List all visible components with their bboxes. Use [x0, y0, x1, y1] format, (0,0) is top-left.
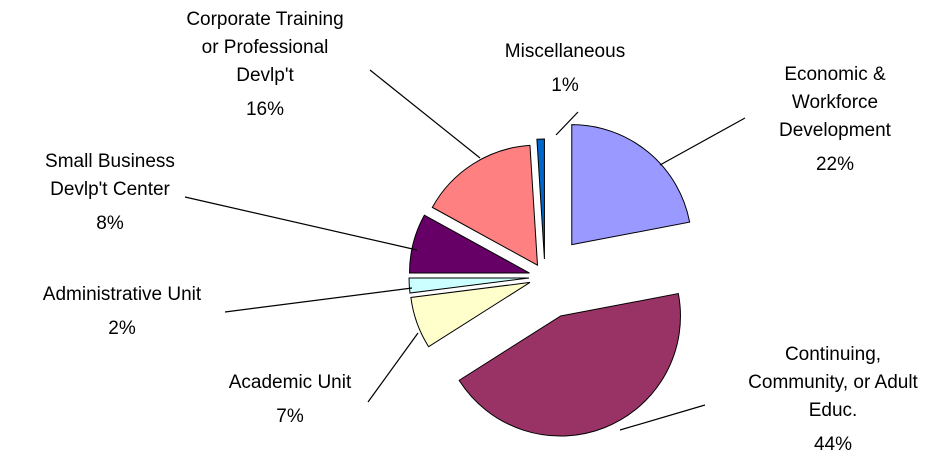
value-label: 22%	[816, 154, 854, 175]
pie-slice	[409, 214, 530, 274]
pie-slice	[536, 138, 545, 260]
slice-label: Devlp't	[236, 65, 294, 86]
slice-label: Educ.	[809, 400, 858, 421]
slice-label: or Professional	[202, 37, 329, 58]
value-label: 7%	[276, 406, 304, 427]
slice-label: Continuing,	[785, 344, 881, 365]
value-label: 1%	[551, 75, 579, 96]
slice-label: Administrative Unit	[43, 284, 202, 305]
slice-label: Community, or Adult	[748, 372, 918, 393]
slice-label: Miscellaneous	[505, 41, 625, 62]
leader-line	[184, 196, 418, 251]
slice-label: Academic Unit	[229, 372, 352, 393]
slice-label: Workforce	[792, 92, 878, 113]
slice-label: Corporate Training	[186, 9, 343, 30]
leader-line	[659, 117, 746, 166]
pie-slice	[431, 144, 539, 267]
leader-line	[555, 111, 579, 136]
leader-line	[367, 332, 419, 403]
value-label: 16%	[246, 99, 284, 120]
value-label: 8%	[96, 213, 124, 234]
slice-label: Devlp't Center	[50, 179, 170, 200]
slice-label: Economic &	[784, 64, 886, 85]
pie-slice	[571, 124, 691, 246]
leader-line	[369, 69, 481, 159]
leader-line	[224, 287, 413, 313]
value-label: 2%	[108, 318, 136, 339]
slice-label: Development	[779, 120, 892, 141]
pie-slice	[410, 281, 531, 348]
pie-slice	[458, 292, 681, 437]
pie-slice	[408, 277, 530, 294]
leader-line	[619, 404, 706, 431]
value-label: 44%	[814, 434, 852, 455]
slice-label: Small Business	[45, 151, 175, 172]
